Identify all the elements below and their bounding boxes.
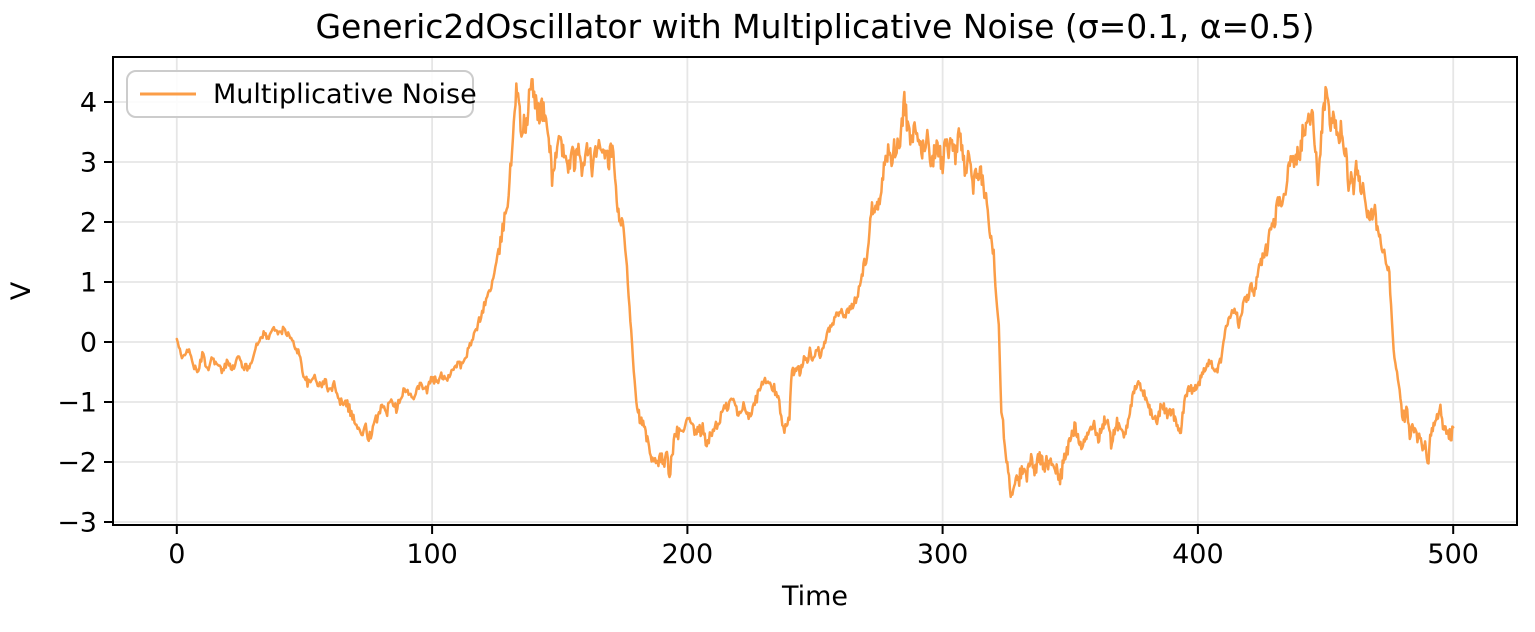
x-axis-label: Time [781, 581, 848, 612]
y-tick-label: 0 [80, 328, 97, 359]
x-tick-label: 300 [917, 539, 969, 570]
y-tick-label: −2 [57, 448, 97, 479]
y-axis-label: V [6, 281, 37, 300]
x-tick-label: 100 [406, 539, 458, 570]
legend-box [126, 70, 474, 118]
legend-label: Multiplicative Noise [213, 79, 477, 110]
y-tick-label: 1 [80, 268, 97, 299]
x-tick-label: 500 [1427, 539, 1479, 570]
y-tick-label: 4 [80, 88, 97, 119]
x-tick-label: 0 [168, 539, 185, 570]
y-tick-label: 3 [80, 148, 97, 179]
plot-frame [112, 56, 1518, 526]
y-tick-label: 2 [80, 208, 97, 239]
series-line-multiplicative-noise [175, 77, 1455, 499]
y-tick-label: −1 [57, 388, 97, 419]
y-tick-label: −3 [57, 508, 97, 539]
x-tick-label: 400 [1172, 539, 1224, 570]
legend: Multiplicative Noise [126, 70, 477, 118]
tick-layer: 0 100 200 300 400 500 −3 −2 −1 0 1 2 3 4 [57, 88, 1479, 571]
chart-title: Generic2dOscillator with Multiplicative … [315, 7, 1314, 46]
x-tick-label: 200 [662, 539, 714, 570]
